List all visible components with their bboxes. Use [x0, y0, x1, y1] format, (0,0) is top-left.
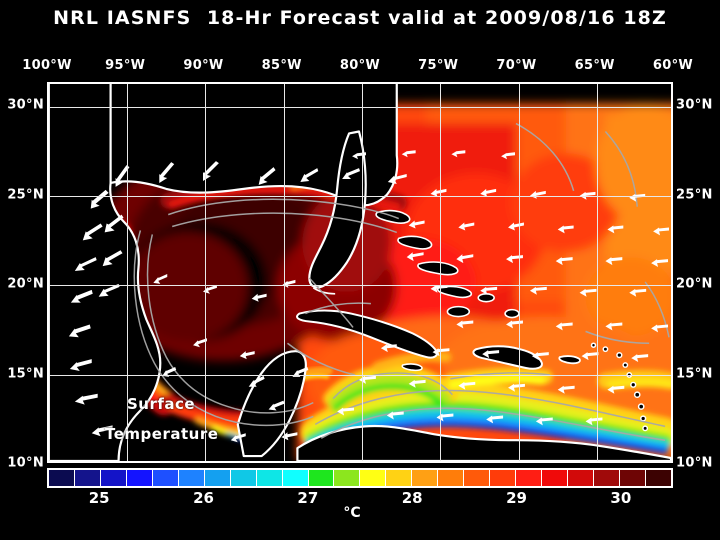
- colorbar-unit-text: °C: [343, 505, 361, 521]
- sst-field-svg: [49, 84, 671, 461]
- lat-tick-left-10N: 10°N: [7, 455, 44, 471]
- colorbar-cell-2: [100, 470, 127, 486]
- colorbar-tick-25: 25: [88, 489, 110, 507]
- lat-tick-right-15N: 15°N: [676, 366, 713, 382]
- colorbar-cell-14: [412, 470, 439, 486]
- colorbar-cell-6: [204, 470, 231, 486]
- colorbar[interactable]: [47, 468, 673, 488]
- lon-tick-70W: 70°W: [496, 58, 537, 73]
- colorbar-ticks: 25 26 27 28 29 30: [47, 489, 673, 509]
- colorbar-cell-15: [438, 470, 465, 486]
- colorbar-cell-0: [49, 470, 75, 486]
- lon-tick-75W: 75°W: [418, 58, 459, 73]
- lat-tick-left-15N: 15°N: [7, 366, 44, 382]
- colorbar-tick-27: 27: [297, 489, 319, 507]
- latitude-axis-right: 30°N 25°N 20°N 15°N 10°N: [673, 82, 720, 471]
- colorbar-cell-21: [594, 470, 620, 486]
- colorbar-cell-8: [256, 470, 283, 486]
- lat-tick-left-30N: 30°N: [7, 97, 44, 113]
- latitude-axis-left: 30°N 25°N 20°N 15°N 10°N: [0, 82, 47, 471]
- colorbar-cell-13: [386, 470, 413, 486]
- lat-tick-right-30N: 30°N: [676, 97, 713, 113]
- lat-tick-right-10N: 10°N: [676, 455, 713, 471]
- colorbar-cell-10: [308, 470, 335, 486]
- colorbar-tick-29: 29: [506, 489, 527, 507]
- lon-tick-85W: 85°W: [261, 58, 302, 73]
- colorbar-tick-28: 28: [401, 489, 423, 507]
- colorbar-cell-5: [178, 470, 205, 486]
- colorbar-cell-7: [230, 470, 257, 486]
- lon-tick-65W: 65°W: [574, 58, 615, 73]
- colorbar-cell-16: [464, 470, 491, 486]
- colorbar-cell-12: [360, 470, 387, 486]
- lon-tick-60W: 60°W: [652, 58, 694, 73]
- map-panel[interactable]: Surface Temperature: [47, 82, 673, 463]
- lat-tick-left-20N: 20°N: [7, 276, 44, 292]
- page-title: NRL IASNFS 18-Hr Forecast valid at 2009/…: [53, 7, 667, 29]
- lat-tick-right-20N: 20°N: [676, 276, 713, 292]
- longitude-axis: 100°W 95°W 90°W 85°W 80°W 75°W 70°W 65°W 60°W: [22, 58, 693, 76]
- lat-tick-left-25N: 25°N: [7, 187, 44, 203]
- lon-tick-80W: 80°W: [339, 58, 381, 73]
- colorbar-cell-1: [74, 470, 101, 486]
- colorbar-cell-19: [542, 470, 569, 486]
- colorbar-cell-4: [152, 470, 179, 486]
- colorbar-cell-17: [490, 470, 517, 486]
- colorbar-cell-9: [282, 470, 309, 486]
- map-field: Surface Temperature: [49, 84, 671, 461]
- colorbar-tick-30: 30: [610, 489, 632, 507]
- colorbar-cell-22: [619, 470, 646, 486]
- colorbar-cell-23: [645, 470, 671, 486]
- colorbar-tick-26: 26: [193, 489, 214, 507]
- lon-tick-95W: 95°W: [105, 58, 146, 73]
- colorbar-cell-18: [516, 470, 543, 486]
- lat-tick-right-25N: 25°N: [676, 187, 713, 203]
- lon-tick-90W: 90°W: [183, 58, 224, 73]
- lon-tick-100W: 100°W: [22, 58, 72, 73]
- colorbar-unit-label: °C: [47, 505, 673, 521]
- colorbar-cell-20: [568, 470, 595, 486]
- colorbar-cell-3: [126, 470, 153, 486]
- colorbar-cell-11: [334, 470, 361, 486]
